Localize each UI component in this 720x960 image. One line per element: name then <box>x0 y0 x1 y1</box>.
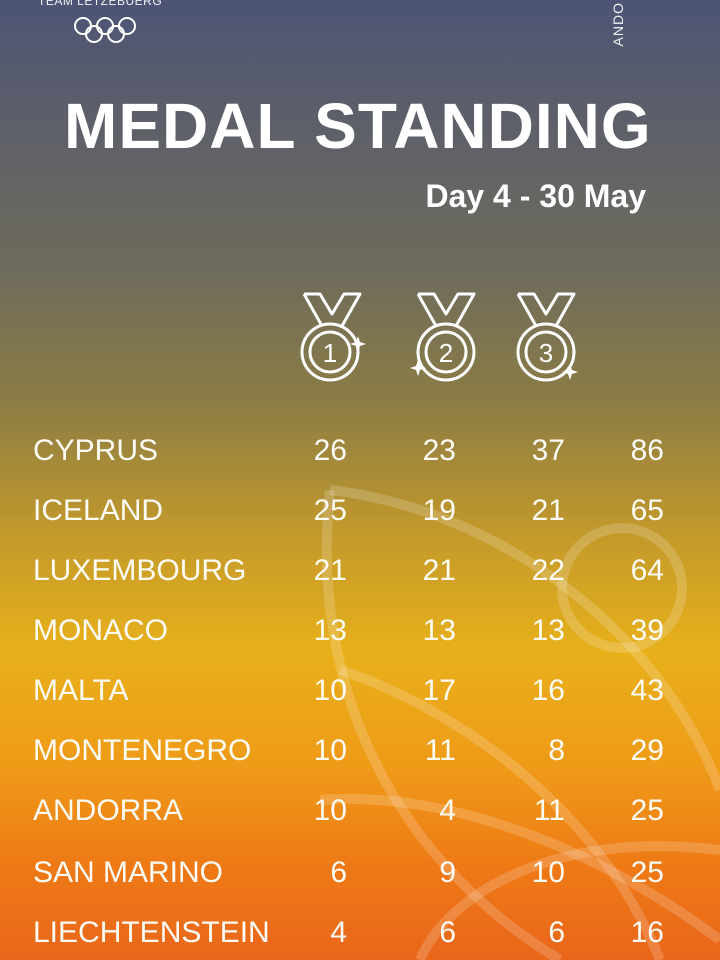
country-name: LIECHTENSTEIN <box>33 916 270 949</box>
olympic-rings-icon <box>74 17 136 43</box>
total-count: 16 <box>630 916 664 949</box>
svg-text:2: 2 <box>439 338 453 368</box>
country-name: MONACO <box>33 614 168 647</box>
gold-count: 13 <box>313 614 347 647</box>
total-count: 25 <box>630 794 664 827</box>
silver-count: 9 <box>439 856 456 889</box>
table-row: MALTA 10 17 16 43 <box>0 668 720 714</box>
gold-count: 21 <box>313 554 347 587</box>
total-count: 64 <box>630 554 664 587</box>
bronze-count: 10 <box>531 856 565 889</box>
silver-count: 23 <box>422 434 456 467</box>
page-title: MEDAL STANDING <box>64 90 652 162</box>
gold-medal-icon: 1 <box>300 292 366 382</box>
country-name: ANDORRA <box>33 794 184 827</box>
table-row: SAN MARINO 6 9 10 25 <box>0 850 720 896</box>
country-name: SAN MARINO <box>33 856 224 889</box>
decorative-arcs <box>319 485 720 960</box>
gold-count: 25 <box>313 494 347 527</box>
total-count: 86 <box>630 434 664 467</box>
svg-text:3: 3 <box>539 338 553 368</box>
total-count: 65 <box>630 494 664 527</box>
silver-medal-icon: 2 <box>410 292 476 382</box>
side-vertical-text: ANDO <box>610 2 626 47</box>
bronze-medal-icon: 3 <box>516 292 578 382</box>
table-row: CYPRUS 26 23 37 86 <box>0 428 720 474</box>
country-name: MONTENEGRO <box>33 734 252 767</box>
silver-count: 17 <box>422 674 456 707</box>
silver-count: 21 <box>422 554 456 587</box>
total-count: 29 <box>630 734 664 767</box>
gold-count: 10 <box>313 734 347 767</box>
table-row: MONACO 13 13 13 39 <box>0 608 720 654</box>
bronze-count: 22 <box>531 554 565 587</box>
gold-count: 10 <box>313 674 347 707</box>
svg-text:1: 1 <box>323 338 337 368</box>
country-name: LUXEMBOURG <box>33 554 247 587</box>
bronze-count: 37 <box>531 434 565 467</box>
gold-count: 10 <box>313 794 347 827</box>
total-count: 25 <box>630 856 664 889</box>
bronze-count: 13 <box>531 614 565 647</box>
gold-count: 26 <box>313 434 347 467</box>
gold-count: 4 <box>330 916 347 949</box>
table-row: ICELAND 25 19 21 65 <box>0 488 720 534</box>
total-count: 39 <box>630 614 664 647</box>
bronze-count: 8 <box>548 734 565 767</box>
date-subtitle: Day 4 - 30 May <box>425 178 646 214</box>
silver-count: 11 <box>424 734 456 767</box>
bronze-count: 6 <box>548 916 565 949</box>
bronze-count: 16 <box>531 674 565 707</box>
silver-count: 6 <box>439 916 456 949</box>
table-row: ANDORRA 10 4 11 25 <box>0 788 720 834</box>
table-row: MONTENEGRO 10 11 8 29 <box>0 728 720 774</box>
bronze-count: 11 <box>533 794 565 827</box>
country-name: MALTA <box>33 674 129 707</box>
bronze-count: 21 <box>531 494 565 527</box>
gold-count: 6 <box>330 856 347 889</box>
team-label: TEAM LETZEBUERG <box>38 0 163 8</box>
country-name: CYPRUS <box>33 434 159 467</box>
table-row: LIECHTENSTEIN 4 6 6 16 <box>0 910 720 956</box>
total-count: 43 <box>630 674 664 707</box>
country-name: ICELAND <box>33 494 164 527</box>
silver-count: 4 <box>439 794 456 827</box>
table-row: LUXEMBOURG 21 21 22 64 <box>0 548 720 594</box>
silver-count: 13 <box>422 614 456 647</box>
silver-count: 19 <box>422 494 456 527</box>
